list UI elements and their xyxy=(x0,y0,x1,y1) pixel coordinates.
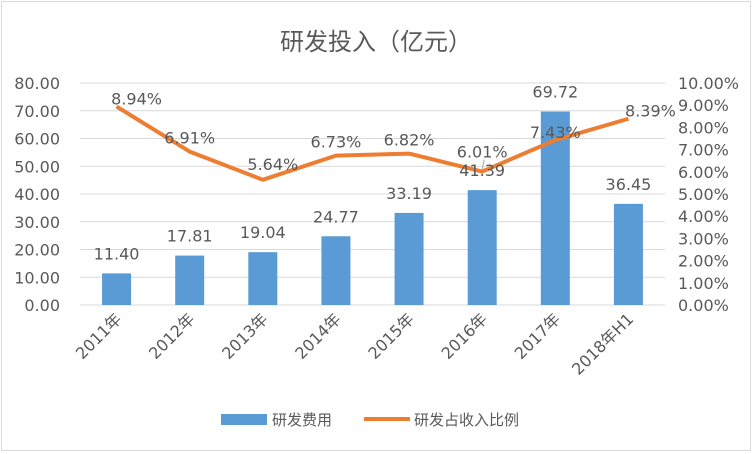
y-right-tick-label: 5.00% xyxy=(678,185,729,204)
line-data-label: 5.64% xyxy=(247,155,298,174)
chart-title: 研发投入（亿元） xyxy=(280,28,472,56)
y-right-tick-label: 6.00% xyxy=(678,163,729,182)
line-data-label: 8.39% xyxy=(625,102,676,121)
y-right-tick-label: 10.00% xyxy=(678,74,739,93)
y-left-tick-label: 50.00 xyxy=(14,157,60,176)
y-left-tick-label: 60.00 xyxy=(14,130,60,149)
y-right-tick-label: 0.00% xyxy=(678,296,729,315)
bar-data-label: 69.72 xyxy=(532,83,578,102)
x-tick-label: 2011年 xyxy=(72,309,126,363)
x-tick-label: 2017年 xyxy=(511,309,565,363)
x-tick-label: 2018年H1 xyxy=(568,309,637,378)
bar xyxy=(102,273,131,305)
y-right-tick-label: 3.00% xyxy=(678,229,729,248)
bar xyxy=(175,256,204,305)
legend-bar-swatch xyxy=(221,414,267,425)
bar-data-label: 11.40 xyxy=(94,244,140,263)
y-left-tick-label: 20.00 xyxy=(14,241,60,260)
bar xyxy=(248,252,277,305)
bar-data-label: 24.77 xyxy=(313,207,359,226)
line-data-label: 8.94% xyxy=(111,90,162,109)
y-left-tick-label: 10.00 xyxy=(14,268,60,287)
x-tick-label: 2015年 xyxy=(364,309,418,363)
x-tick-label: 2012年 xyxy=(145,309,199,363)
line-data-label: 6.73% xyxy=(311,133,362,152)
legend-line-label: 研发占收入比例 xyxy=(414,411,519,429)
line-data-label: 6.01% xyxy=(457,143,508,162)
bar-data-label: 33.19 xyxy=(386,184,432,203)
x-tick-label: 2013年 xyxy=(218,309,272,363)
y-right-tick-label: 1.00% xyxy=(678,274,729,293)
y-right-tick-label: 9.00% xyxy=(678,96,729,115)
y-left-tick-label: 30.00 xyxy=(14,213,60,232)
bar xyxy=(614,204,643,305)
line-data-label: 7.43% xyxy=(530,123,581,142)
y-left-tick-label: 70.00 xyxy=(14,102,60,121)
bar xyxy=(468,190,497,305)
y-right-tick-label: 2.00% xyxy=(678,252,729,271)
y-left-tick-label: 0.00 xyxy=(24,296,60,315)
line-data-label: 6.91% xyxy=(164,129,215,148)
legend: 研发费用 研发占收入比例 xyxy=(221,411,519,429)
x-tick-label: 2014年 xyxy=(291,309,345,363)
bar xyxy=(321,236,350,305)
x-tick-label: 2016年 xyxy=(437,309,491,363)
legend-bar-label: 研发费用 xyxy=(272,411,332,429)
line-data-label: 6.82% xyxy=(384,131,435,150)
y-right-tick-label: 7.00% xyxy=(678,141,729,160)
bar-data-label: 41.39 xyxy=(459,161,505,180)
y-right-tick-label: 4.00% xyxy=(678,207,729,226)
bar-data-label: 17.81 xyxy=(167,227,213,246)
bar-data-label: 36.45 xyxy=(606,175,652,194)
y-left-tick-label: 80.00 xyxy=(14,74,60,93)
bar-data-label: 19.04 xyxy=(240,223,286,242)
y-right-tick-label: 8.00% xyxy=(678,118,729,137)
y-left-tick-label: 40.00 xyxy=(14,185,60,204)
bar xyxy=(395,213,424,305)
